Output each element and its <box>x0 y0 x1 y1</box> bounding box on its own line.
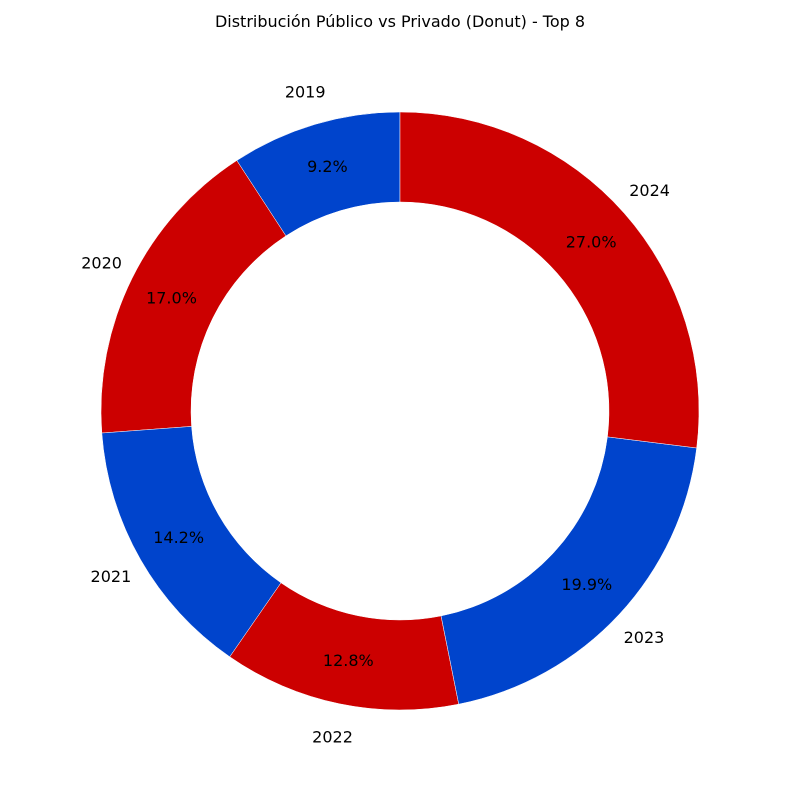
percent-label-2022: 12.8% <box>323 651 374 670</box>
percent-label-2020: 17.0% <box>146 288 197 307</box>
category-label-2021: 2021 <box>91 567 132 586</box>
percent-labels: 9.2% 17.0% 14.2% 12.8% 19.9% 27.0% <box>146 157 616 670</box>
slice-2023 <box>440 436 697 705</box>
donut-slices <box>100 111 700 711</box>
category-label-2024: 2024 <box>629 181 670 200</box>
percent-label-2024: 27.0% <box>566 233 617 252</box>
category-label-2022: 2022 <box>312 728 353 747</box>
slice-2024 <box>399 111 700 449</box>
slice-2020 <box>100 160 287 434</box>
category-label-2020: 2020 <box>81 254 122 273</box>
percent-label-2021: 14.2% <box>153 528 204 547</box>
category-label-2019: 2019 <box>285 82 326 101</box>
percent-label-2023: 19.9% <box>561 575 612 594</box>
category-label-2023: 2023 <box>624 628 665 647</box>
category-labels: 2019 2020 2021 2022 2023 2024 <box>81 82 670 746</box>
chart-title: Distribución Público vs Privado (Donut) … <box>214 12 586 31</box>
percent-label-2019: 9.2% <box>307 157 348 176</box>
